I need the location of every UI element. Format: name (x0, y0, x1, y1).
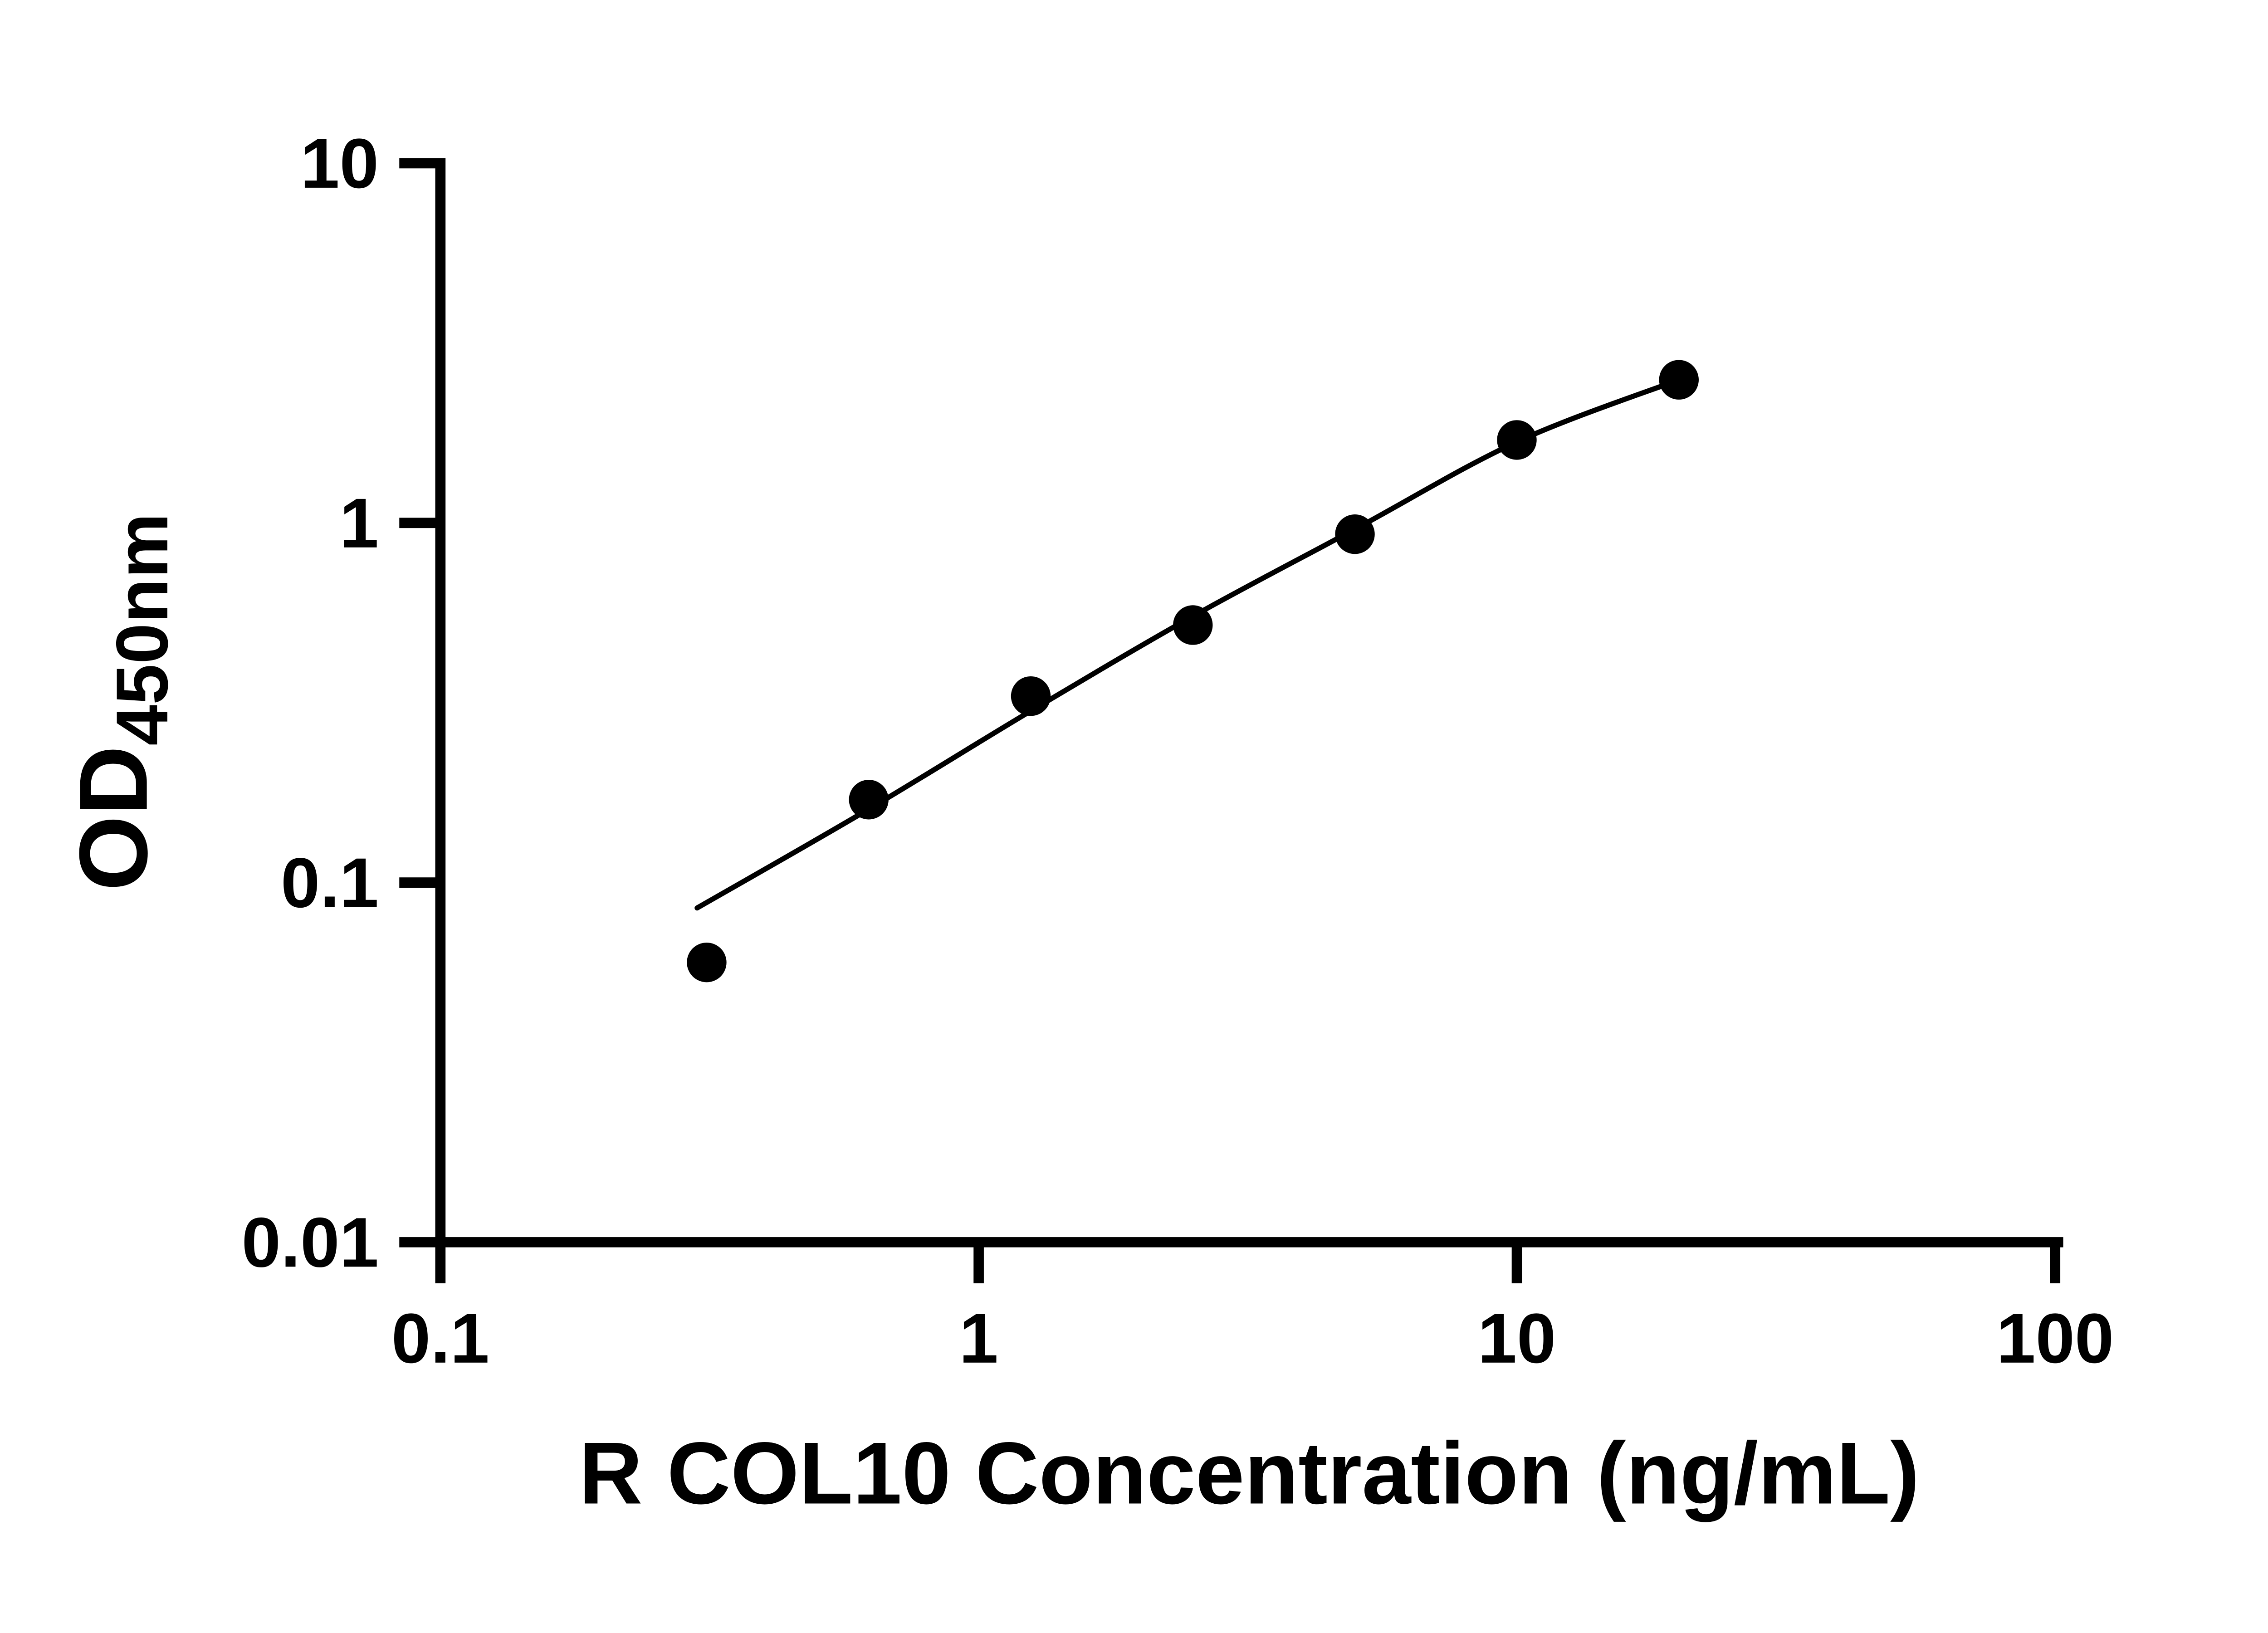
data-point (1335, 514, 1375, 554)
x-axis-title: R COL10 Concentration (ng/mL) (579, 1424, 1919, 1523)
y-axis-tick-labels: 10 1 0.1 0.01 (242, 124, 379, 1282)
x-tick-label: 100 (1996, 1299, 2114, 1378)
x-tick-label: 10 (1478, 1299, 1556, 1378)
data-point (849, 780, 889, 820)
y-tick-label: 10 (300, 124, 379, 203)
data-points (687, 360, 1699, 983)
y-axis-title: OD450nm (60, 513, 183, 891)
data-point (1659, 360, 1699, 400)
x-axis-tick-labels: 0.1 1 10 100 (391, 1299, 2114, 1378)
y-axis-title-main: OD (60, 746, 168, 891)
y-tick-label: 1 (340, 484, 379, 562)
data-point (1011, 676, 1051, 716)
y-axis-title-subscript: 450nm (102, 513, 183, 746)
y-tick-label: 0.01 (242, 1203, 379, 1282)
x-axis-ticks (435, 1242, 2061, 1284)
data-point (1497, 420, 1537, 460)
x-tick-label: 0.1 (391, 1299, 489, 1378)
x-tick-label: 1 (959, 1299, 998, 1378)
y-axis-ticks (399, 158, 440, 1247)
data-point (1173, 605, 1213, 645)
data-point (687, 942, 727, 983)
y-tick-label: 0.1 (281, 843, 379, 922)
plot-background (0, 24, 2268, 1609)
